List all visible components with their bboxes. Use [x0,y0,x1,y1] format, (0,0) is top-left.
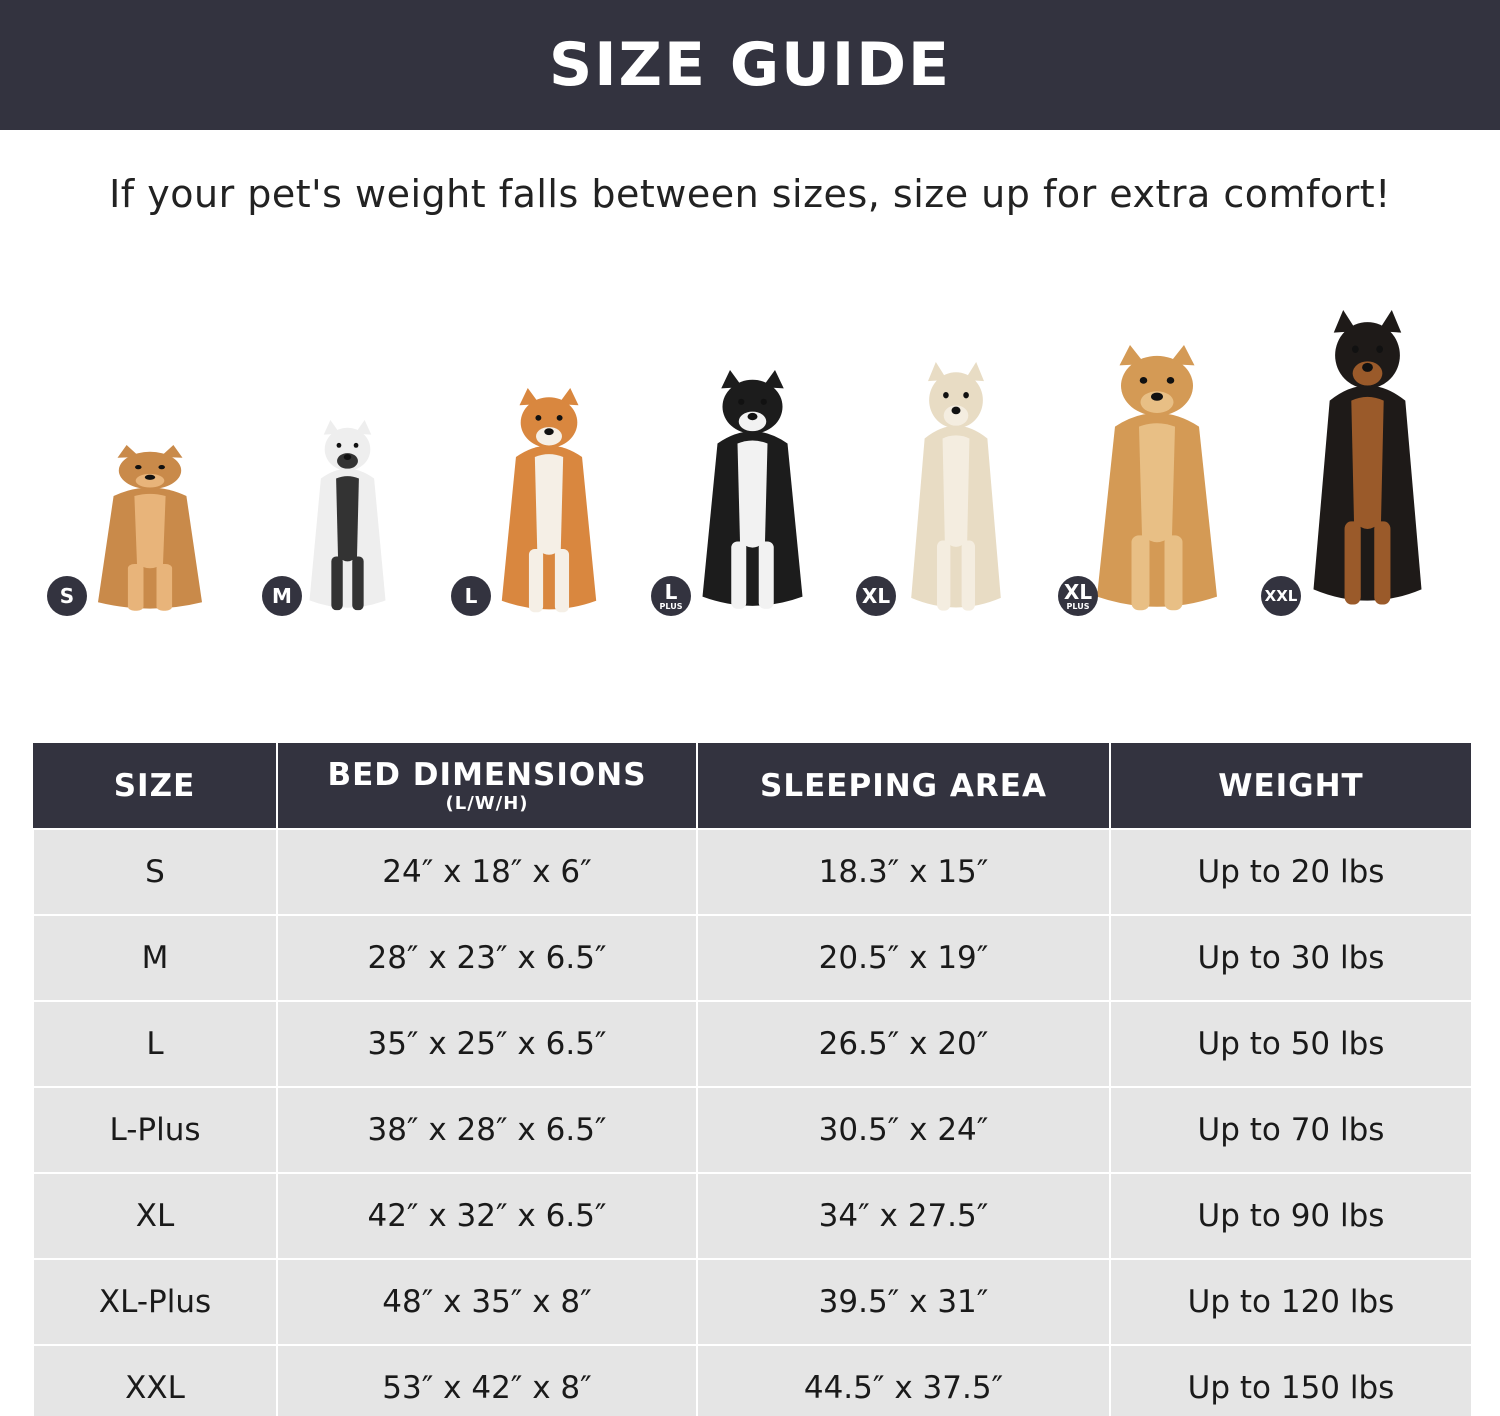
dog-image [309,420,386,611]
table-cell: 53″ x 42″ x 8″ [276,1344,698,1416]
column-header-note: (L/W/H) [445,793,529,814]
size-badge: XL PLUS [1058,576,1098,616]
size-badge: S [47,576,87,616]
dog-image [1097,345,1217,611]
table-cell: 34″ x 27.5″ [696,1172,1111,1260]
dog-lineup: S M L L PLUS XL [0,290,1500,640]
size-table: SIZE BED DIMENSIONS (L/W/H) SLEEPING AREA WE… [32,743,1471,1416]
table-cell: 28″ x 23″ x 6.5″ [276,914,698,1002]
table-cell: XL [32,1172,278,1260]
dog-image [702,370,803,609]
column-header: SIZE [33,743,278,829]
table-cell: 48″ x 35″ x 8″ [276,1258,698,1346]
table-row: L 35″ x 25″ x 6.5″ 26.5″ x 20″ Up to 50 lbs [32,1000,1471,1088]
size-badge-label: XL [1063,579,1093,604]
table-cell: 38″ x 28″ x 6.5″ [276,1086,698,1174]
table-cell: 18.3″ x 15″ [696,828,1111,916]
size-badge-plus: PLUS [659,601,683,611]
size-badge: M [262,576,302,616]
size-badge: XL [856,576,896,616]
table-cell: 39.5″ x 31″ [696,1258,1111,1346]
table-cell: Up to 70 lbs [1109,1086,1471,1174]
size-badge-label: M [272,584,292,608]
table-cell: 20.5″ x 19″ [696,914,1111,1002]
dog-image [911,362,1001,611]
size-badge-label: XXL [1264,586,1298,605]
table-row: XL-Plus 48″ x 35″ x 8″ 39.5″ x 31″ Up to 12… [32,1258,1471,1346]
table-cell: M [32,914,278,1002]
size-badge-label: XL [861,584,891,608]
table-cell: XL-Plus [32,1258,278,1346]
table-cell: 26.5″ x 20″ [696,1000,1111,1088]
dog-image [98,445,202,611]
table-header-row: SIZE BED DIMENSIONS (L/W/H) SLEEPING AREA WE… [33,743,1471,829]
size-badge-label: L [464,584,478,608]
table-cell: Up to 90 lbs [1109,1172,1471,1260]
column-header-label: WEIGHT [1218,767,1364,804]
table-cell: XXL [32,1344,278,1416]
table-cell: Up to 150 lbs [1109,1344,1471,1416]
size-badge: L [451,576,491,616]
size-badge-plus: PLUS [1066,601,1090,611]
table-row: XXL 53″ x 42″ x 8″ 44.5″ x 37.5″ Up to 150 … [32,1344,1471,1416]
table-cell: Up to 120 lbs [1109,1258,1471,1346]
size-badge-label: S [59,584,75,608]
table-cell: Up to 20 lbs [1109,828,1471,916]
table-row: XL 42″ x 32″ x 6.5″ 34″ x 27.5″ Up to 90 lb… [32,1172,1471,1260]
table-cell: 44.5″ x 37.5″ [696,1344,1111,1416]
table-cell: Up to 50 lbs [1109,1000,1471,1088]
table-cell: L [32,1000,278,1088]
table-cell: L-Plus [32,1086,278,1174]
table-cell: 24″ x 18″ x 6″ [276,828,698,916]
column-header: WEIGHT [1110,743,1471,829]
table-cell: Up to 30 lbs [1109,914,1471,1002]
table-row: S 24″ x 18″ x 6″ 18.3″ x 15″ Up to 20 lbs [32,828,1471,916]
table-row: L-Plus 38″ x 28″ x 6.5″ 30.5″ x 24″ Up to 7… [32,1086,1471,1174]
subtitle: If your pet's weight falls between sizes… [109,172,1391,216]
size-badge: L PLUS [651,576,691,616]
dog-image [1313,310,1422,605]
page-title: SIZE GUIDE [0,0,1500,130]
table-row: M 28″ x 23″ x 6.5″ 20.5″ x 19″ Up to 30 lbs [32,914,1471,1002]
column-header-label: SIZE [113,767,196,804]
column-header: BED DIMENSIONS (L/W/H) [277,743,698,829]
table-cell: 30.5″ x 24″ [696,1086,1111,1174]
column-header: SLEEPING AREA [697,743,1111,829]
table-cell: 35″ x 25″ x 6.5″ [276,1000,698,1088]
dog-image [501,388,597,613]
size-badge: XXL [1261,576,1301,616]
column-header-label: SLEEPING AREA [760,767,1047,804]
size-badge-label: L [664,579,678,604]
column-header-label: BED DIMENSIONS [327,757,647,793]
table-cell: S [32,828,278,916]
table-cell: 42″ x 32″ x 6.5″ [276,1172,698,1260]
